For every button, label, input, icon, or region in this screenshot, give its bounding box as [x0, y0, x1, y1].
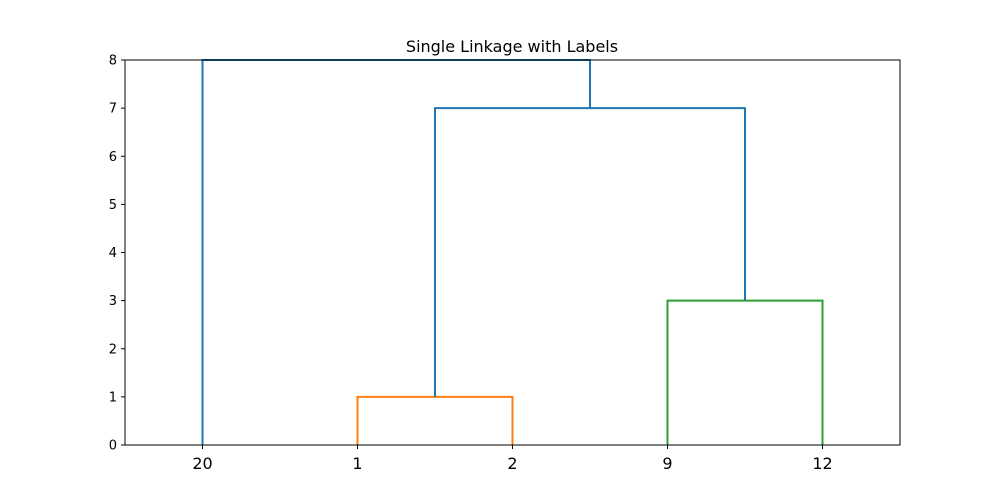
x-axis: 20 1 2 9 12	[192, 445, 833, 473]
plot-area-frame	[124, 59, 901, 446]
dendrogram-links	[201, 59, 824, 445]
y-tick-label: 0	[109, 439, 117, 454]
y-tick-label: 3	[109, 294, 117, 309]
leaf-label: 2	[507, 454, 517, 473]
leaf-label: 12	[812, 454, 832, 473]
leaf-label: 1	[352, 454, 362, 473]
y-tick-label: 1	[109, 390, 117, 405]
y-tick-label: 2	[109, 342, 117, 357]
y-tick-label: 4	[109, 246, 117, 261]
y-axis: 0 1 2 3 4 5 6 7 8	[109, 54, 125, 454]
dendrogram-link	[666, 299, 824, 445]
dendrogram-link	[201, 59, 591, 445]
dendrogram-link	[356, 395, 514, 445]
y-tick-label: 6	[109, 150, 117, 165]
leaf-label: 20	[192, 454, 212, 473]
dendrogram-link	[434, 107, 746, 397]
chart-title: Single Linkage with Labels	[406, 37, 618, 56]
y-tick-label: 5	[109, 198, 117, 213]
y-tick-label: 8	[109, 54, 117, 69]
leaf-label: 9	[662, 454, 672, 473]
y-tick-label: 7	[109, 102, 117, 117]
